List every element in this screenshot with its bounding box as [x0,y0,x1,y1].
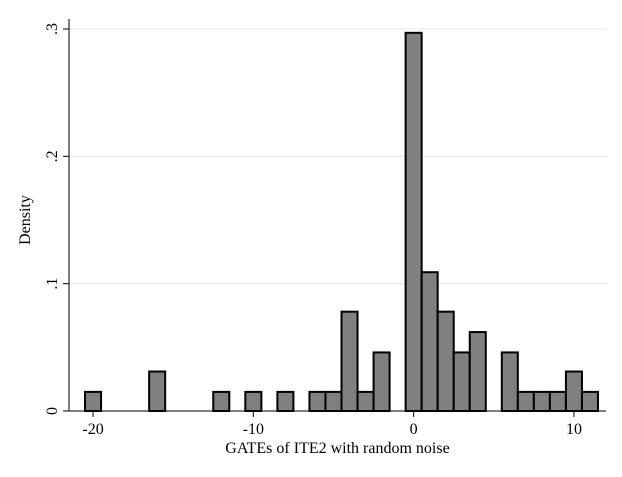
histogram-bar [276,390,295,412]
y-axis-title: Density [17,195,34,245]
histogram-bar [580,390,599,412]
x-ticks: -20 -10 0 10 [82,411,582,438]
y-tick-label: .3 [44,23,61,35]
x-tick-label: 10 [566,421,582,438]
x-tick-label: 0 [410,421,418,438]
y-tick-label: 0 [44,407,61,415]
histogram-bar [436,310,455,412]
y-ticks: 0 .1 .2 .3 [44,23,69,415]
histogram-bar [404,31,423,412]
histogram-bar [324,390,343,412]
histogram-bar [532,390,551,412]
histogram-bar [452,351,471,412]
x-tick-label: -10 [243,421,264,438]
histogram-bar [308,390,327,412]
histogram-bar [564,370,583,413]
histogram-bar [356,390,375,412]
x-tick-label: -20 [82,421,103,438]
grid-lines [69,28,606,285]
histogram-bar [548,390,567,412]
histogram-bar [340,310,359,412]
histogram-bar [420,271,439,412]
bars [84,31,599,413]
histogram-bar [212,390,231,412]
axes [68,19,606,412]
histogram-bar [500,351,519,412]
histogram-bar [516,390,535,412]
x-axis-title: GATEs of ITE2 with random noise [225,440,449,457]
histogram-bar [84,390,103,412]
histogram-bar [468,331,487,413]
histogram-bar [148,370,167,413]
y-tick-label: .1 [44,278,61,290]
histogram-bar [372,351,391,412]
histogram-bar [244,390,263,412]
y-tick-label: .2 [44,150,61,162]
